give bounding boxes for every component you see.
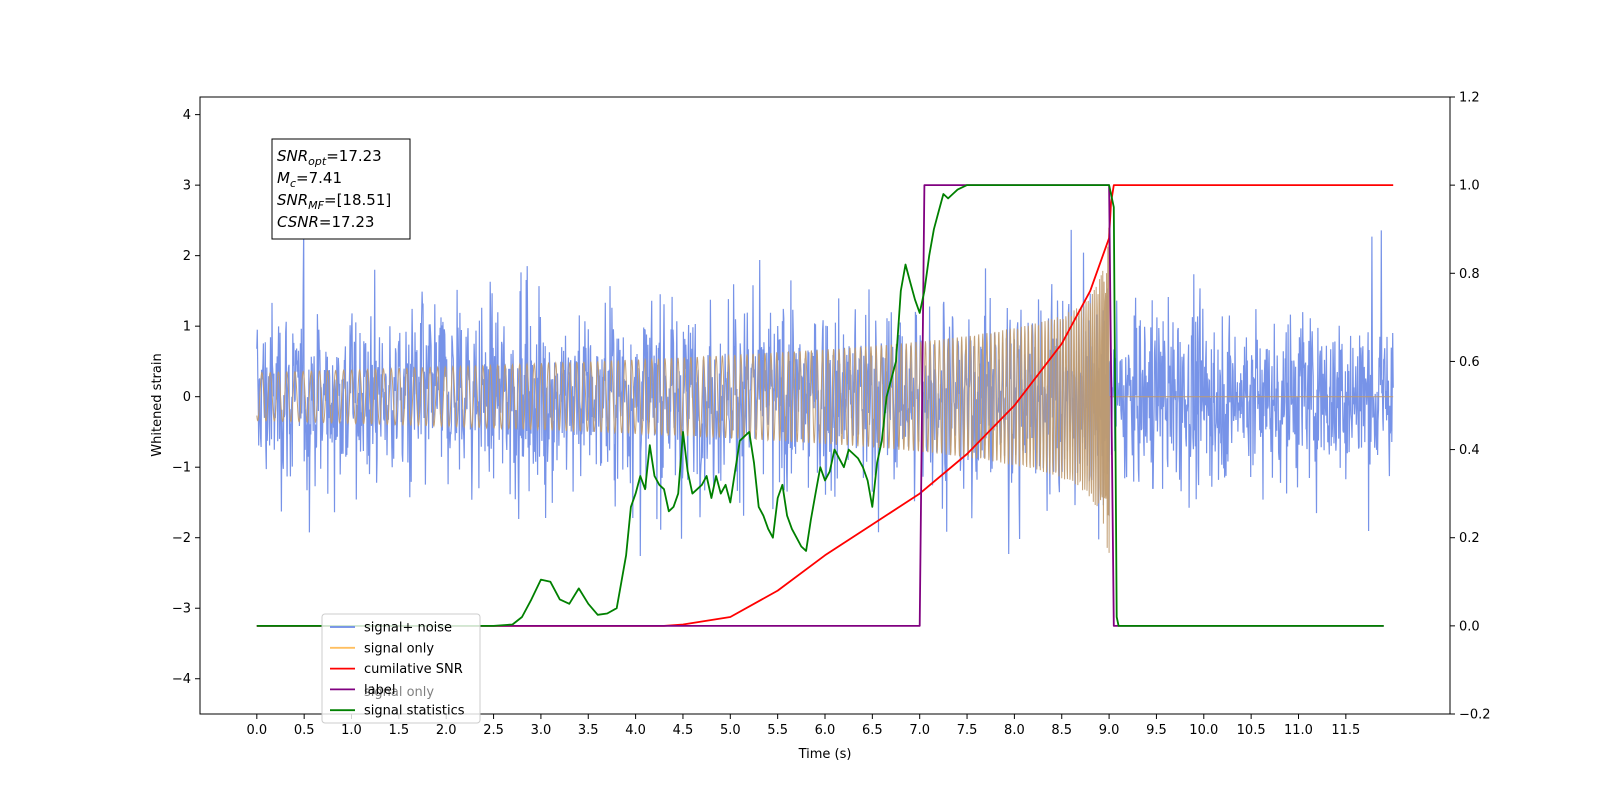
x-tick-label: 5.0: [720, 723, 741, 738]
series-signal-statistics: [256, 184, 1384, 627]
x-tick-label: 0.5: [294, 723, 315, 738]
x-tick-label: 9.0: [1099, 723, 1120, 738]
x-tick-label: 6.0: [815, 723, 836, 738]
annotation-frame: [271, 138, 411, 240]
x-tick-label: 10.0: [1189, 723, 1218, 738]
y-tick-label: 2: [183, 249, 191, 264]
y2-tick-label: 0.8: [1459, 267, 1480, 282]
x-tick-label: 2.0: [436, 723, 457, 738]
series-signal-noise: [256, 227, 1394, 557]
x-tick-label: 8.0: [1004, 723, 1025, 738]
annotation-line: CSNR=17.23: [277, 213, 374, 231]
x-tick-label: 0.0: [246, 723, 267, 738]
annotation-line: Mc=7.41: [277, 169, 342, 190]
annotation-box: SNRopt=17.23Mc=7.41SNRMF=[18.51]CSNR=17.…: [271, 138, 411, 240]
x-tick-label: 10.5: [1237, 723, 1266, 738]
legend-label: signal+ noise: [364, 621, 452, 636]
x-tick-label: 3.5: [578, 723, 599, 738]
legend-label: cumilative SNR: [364, 662, 463, 677]
x-tick-label: 8.5: [1051, 723, 1072, 738]
x-tick-label: 5.5: [767, 723, 788, 738]
annotation-line: SNRopt=17.23: [277, 147, 382, 168]
x-tick-label: 3.0: [531, 723, 552, 738]
y2-tick-label: 1.0: [1459, 179, 1480, 194]
y-tick-label: −1: [172, 461, 191, 476]
y2-tick-label: 1.2: [1459, 91, 1480, 106]
x-tick-label: 7.0: [909, 723, 930, 738]
legend: signal only signal+ noise signal only cumil…: [321, 613, 481, 724]
y2-tick-label: 0.6: [1459, 355, 1480, 370]
x-axis-label: Time (s): [798, 747, 852, 762]
x-tick-label: 1.0: [341, 723, 362, 738]
y-tick-label: 1: [183, 320, 191, 335]
y-tick-label: −2: [172, 531, 191, 546]
x-tick-label: 4.5: [673, 723, 694, 738]
legend-label: signal statistics: [364, 704, 465, 719]
x-tick-label: 4.0: [625, 723, 646, 738]
y-axis-label: Whitened strain: [150, 353, 165, 456]
series-signal-only: [256, 227, 1394, 553]
y-tick-label: 4: [183, 108, 191, 123]
legend-ghost-text: signal only: [364, 685, 434, 700]
y2-tick-label: 0.4: [1459, 443, 1480, 458]
annotation-line: SNRMF=[18.51]: [277, 191, 391, 212]
data-layer: [256, 184, 1394, 627]
y2-tick-label: −0.2: [1459, 708, 1491, 723]
y2-tick-label: 0.2: [1459, 531, 1480, 546]
x-tick-label: 11.0: [1284, 723, 1313, 738]
x-tick-label: 2.5: [483, 723, 504, 738]
legend-label: label: [364, 683, 395, 698]
y-tick-label: 0: [183, 390, 191, 405]
legend-label: signal only: [364, 641, 434, 656]
y-tick-label: −3: [172, 602, 191, 617]
legend-frame: [321, 613, 481, 724]
y-tick-label: 3: [183, 179, 191, 194]
y-tick-label: −4: [172, 672, 191, 687]
x-tick-label: 7.5: [957, 723, 978, 738]
y2-tick-label: 0.0: [1459, 619, 1480, 634]
x-tick-label: 6.5: [862, 723, 883, 738]
ticks-layer: 0.0 0.5 1.0 1.5 2.0 2.5 3.0 3.5 4.0 4.5 5.0 5.5 6.0 6…: [172, 91, 1491, 739]
x-tick-label: 11.5: [1331, 723, 1360, 738]
x-tick-label: 1.5: [389, 723, 410, 738]
x-tick-label: 9.5: [1146, 723, 1167, 738]
